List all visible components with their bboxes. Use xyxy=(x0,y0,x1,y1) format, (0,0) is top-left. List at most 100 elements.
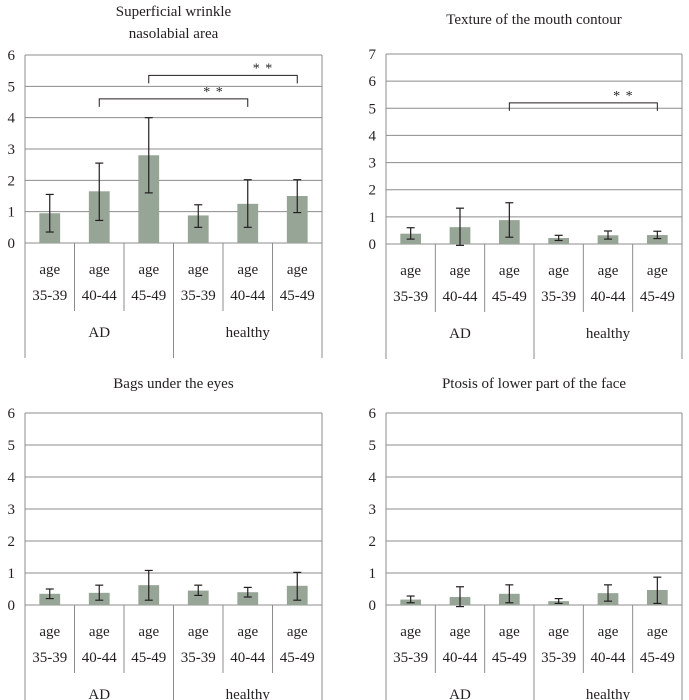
chart-panel-4: Ptosis of lower part of the face 0 1 2 3 4 5 6 a… xyxy=(369,376,683,700)
significance-bracket xyxy=(98,98,249,107)
bar xyxy=(39,593,61,605)
x-tick-label: 40-44 xyxy=(230,288,265,304)
chart-panel-3: Bags under the eyes 0 1 2 3 4 5 6 age 35-39 age 40-… xyxy=(8,376,323,700)
y-tick-label: 4 xyxy=(369,128,377,144)
y-tick-label: 5 xyxy=(369,438,377,454)
group-label: AD xyxy=(449,687,471,700)
chart-title: Texture of the mouth contour xyxy=(446,12,622,28)
y-tick-label: 0 xyxy=(369,598,377,614)
chart-title: nasolabial area xyxy=(129,26,219,42)
x-tick-label: 45-49 xyxy=(640,650,675,666)
x-tick-label: 35-39 xyxy=(181,288,216,304)
y-tick-label: 4 xyxy=(8,470,16,486)
y-tick-label: 2 xyxy=(369,534,377,550)
x-tick-label: 40-44 xyxy=(591,289,626,305)
x-tick-label: age xyxy=(237,262,258,278)
y-tick-label: 5 xyxy=(8,438,16,454)
y-tick-label: 2 xyxy=(369,183,377,199)
x-tick-label: 35-39 xyxy=(181,650,216,666)
x-tick-label: 45-49 xyxy=(640,289,675,305)
x-tick-label: age xyxy=(598,624,619,640)
x-tick-label: age xyxy=(188,262,209,278)
y-tick-label: 3 xyxy=(369,156,377,172)
y-tick-label: 3 xyxy=(8,502,16,518)
x-tick-label: age xyxy=(450,263,471,279)
bar xyxy=(187,590,209,605)
x-tick-label: 40-44 xyxy=(443,650,478,666)
x-tick-label: 35-39 xyxy=(32,288,67,304)
x-tick-label: 45-49 xyxy=(131,288,166,304)
significance-bracket xyxy=(508,102,658,111)
x-tick-label: age xyxy=(237,624,258,640)
x-tick-label: 35-39 xyxy=(393,289,428,305)
x-tick-label: age xyxy=(287,262,308,278)
x-tick-label: 45-49 xyxy=(280,650,315,666)
group-label: healthy xyxy=(226,687,271,700)
significance-bracket xyxy=(148,74,298,84)
y-tick-label: 0 xyxy=(8,598,16,614)
x-tick-label: 45-49 xyxy=(492,289,527,305)
x-tick-label: age xyxy=(39,262,60,278)
x-tick-label: 35-39 xyxy=(541,650,576,666)
x-tick-label: 45-49 xyxy=(280,288,315,304)
significance-label: * * xyxy=(613,89,634,104)
group-label: AD xyxy=(88,687,110,700)
y-tick-label: 4 xyxy=(8,111,16,127)
x-tick-label: 35-39 xyxy=(393,650,428,666)
group-label: AD xyxy=(449,326,471,342)
x-tick-label: 40-44 xyxy=(82,288,117,304)
group-label: AD xyxy=(88,325,110,341)
bar xyxy=(187,215,209,243)
x-tick-label: age xyxy=(647,624,668,640)
x-tick-label: age xyxy=(499,263,520,279)
chart-title: Superficial wrinkle xyxy=(116,4,232,20)
x-tick-label: age xyxy=(400,263,421,279)
x-tick-label: age xyxy=(89,624,110,640)
group-label: healthy xyxy=(586,687,631,700)
x-tick-label: 40-44 xyxy=(443,289,478,305)
y-tick-label: 1 xyxy=(369,210,377,226)
x-tick-label: 45-49 xyxy=(492,650,527,666)
y-tick-label: 2 xyxy=(8,534,16,550)
x-tick-label: age xyxy=(499,624,520,640)
y-tick-label: 5 xyxy=(8,79,16,95)
group-label: healthy xyxy=(226,325,271,341)
y-tick-label: 5 xyxy=(369,101,377,117)
x-tick-label: 35-39 xyxy=(541,289,576,305)
y-tick-label: 1 xyxy=(369,566,377,582)
y-tick-label: 2 xyxy=(8,173,16,189)
x-tick-label: age xyxy=(39,624,60,640)
x-tick-label: age xyxy=(548,624,569,640)
bar xyxy=(646,235,668,244)
x-tick-label: age xyxy=(647,263,668,279)
y-tick-label: 0 xyxy=(369,237,377,253)
x-tick-label: age xyxy=(400,624,421,640)
x-tick-label: 45-49 xyxy=(131,650,166,666)
x-tick-label: 35-39 xyxy=(32,650,67,666)
significance-label: * * xyxy=(203,85,224,100)
chart-title: Ptosis of lower part of the face xyxy=(442,376,626,392)
y-tick-label: 0 xyxy=(8,236,16,252)
x-tick-label: age xyxy=(598,263,619,279)
x-tick-label: 40-44 xyxy=(591,650,626,666)
x-tick-label: age xyxy=(548,263,569,279)
bar xyxy=(237,592,259,605)
x-tick-label: age xyxy=(450,624,471,640)
x-tick-label: 40-44 xyxy=(82,650,117,666)
y-tick-label: 7 xyxy=(369,47,377,63)
group-label: healthy xyxy=(586,326,631,342)
x-tick-label: age xyxy=(138,624,159,640)
y-tick-label: 1 xyxy=(8,205,16,221)
y-tick-label: 4 xyxy=(369,470,377,486)
x-tick-label: age xyxy=(287,624,308,640)
bar xyxy=(138,155,160,243)
x-tick-label: age xyxy=(188,624,209,640)
x-tick-label: 40-44 xyxy=(230,650,265,666)
y-tick-label: 6 xyxy=(8,406,16,422)
y-tick-label: 3 xyxy=(369,502,377,518)
y-tick-label: 6 xyxy=(8,48,16,64)
y-tick-label: 6 xyxy=(369,406,377,422)
chart-panel-2: Texture of the mouth contour 0 1 2 3 4 5 6 7 age 3… xyxy=(369,12,683,359)
